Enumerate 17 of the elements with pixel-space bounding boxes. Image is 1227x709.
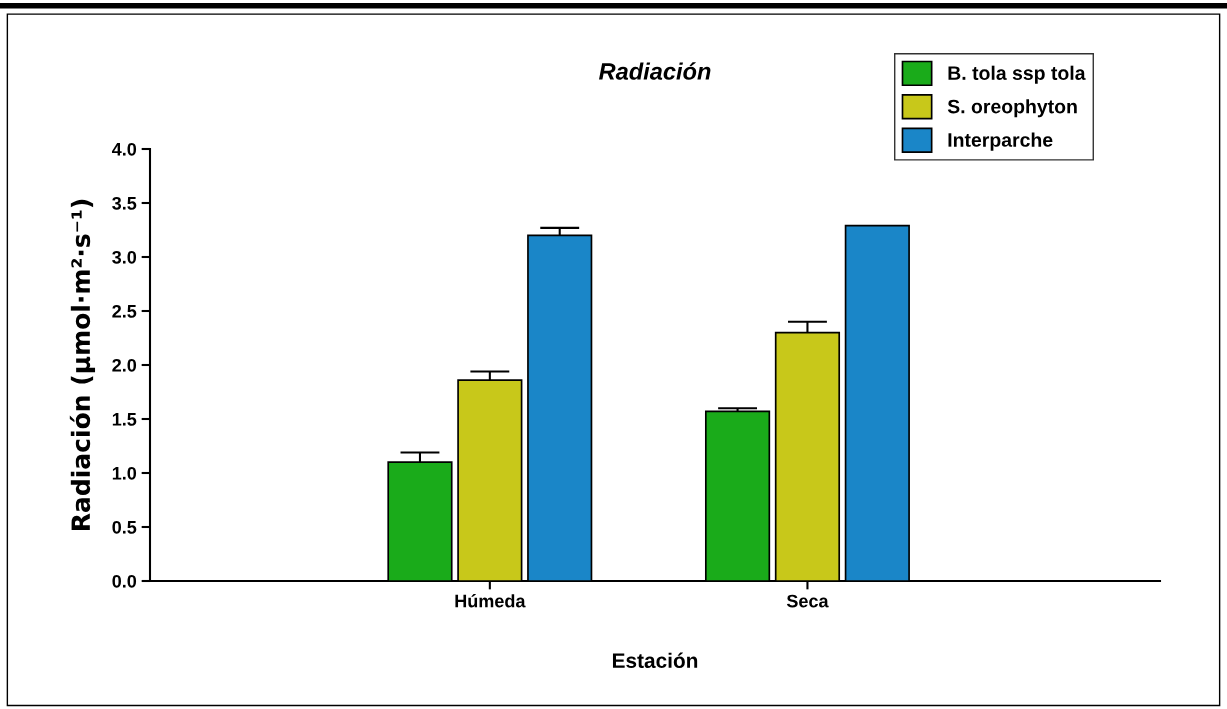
x-tick-label: Seca [786, 594, 829, 608]
legend-label: Interparche [948, 132, 1053, 151]
y-axis-title: Radiación (µmol·m²·s⁻¹) [69, 199, 96, 530]
y-tick-label: 1.0 [112, 466, 137, 480]
y-tick-label: 0.5 [112, 520, 137, 534]
y-tick-label: 1.5 [112, 413, 137, 426]
y-tick-label: 3.5 [112, 196, 137, 210]
legend-label: S. oreophyton [947, 99, 1077, 118]
chart-title: Radiación [599, 62, 711, 80]
y-tick-label: 3.0 [112, 250, 137, 264]
x-axis-title: Estación [612, 652, 698, 668]
y-tick-label: 2.5 [112, 304, 137, 318]
y-tick-label: 4.0 [111, 142, 137, 156]
x-tick-label: Húmeda [455, 594, 526, 608]
y-tick-label: 2.0 [112, 358, 137, 372]
legend-label: B. tola ssp tola [948, 65, 1086, 84]
y-tick-label: 0.0 [112, 574, 137, 588]
